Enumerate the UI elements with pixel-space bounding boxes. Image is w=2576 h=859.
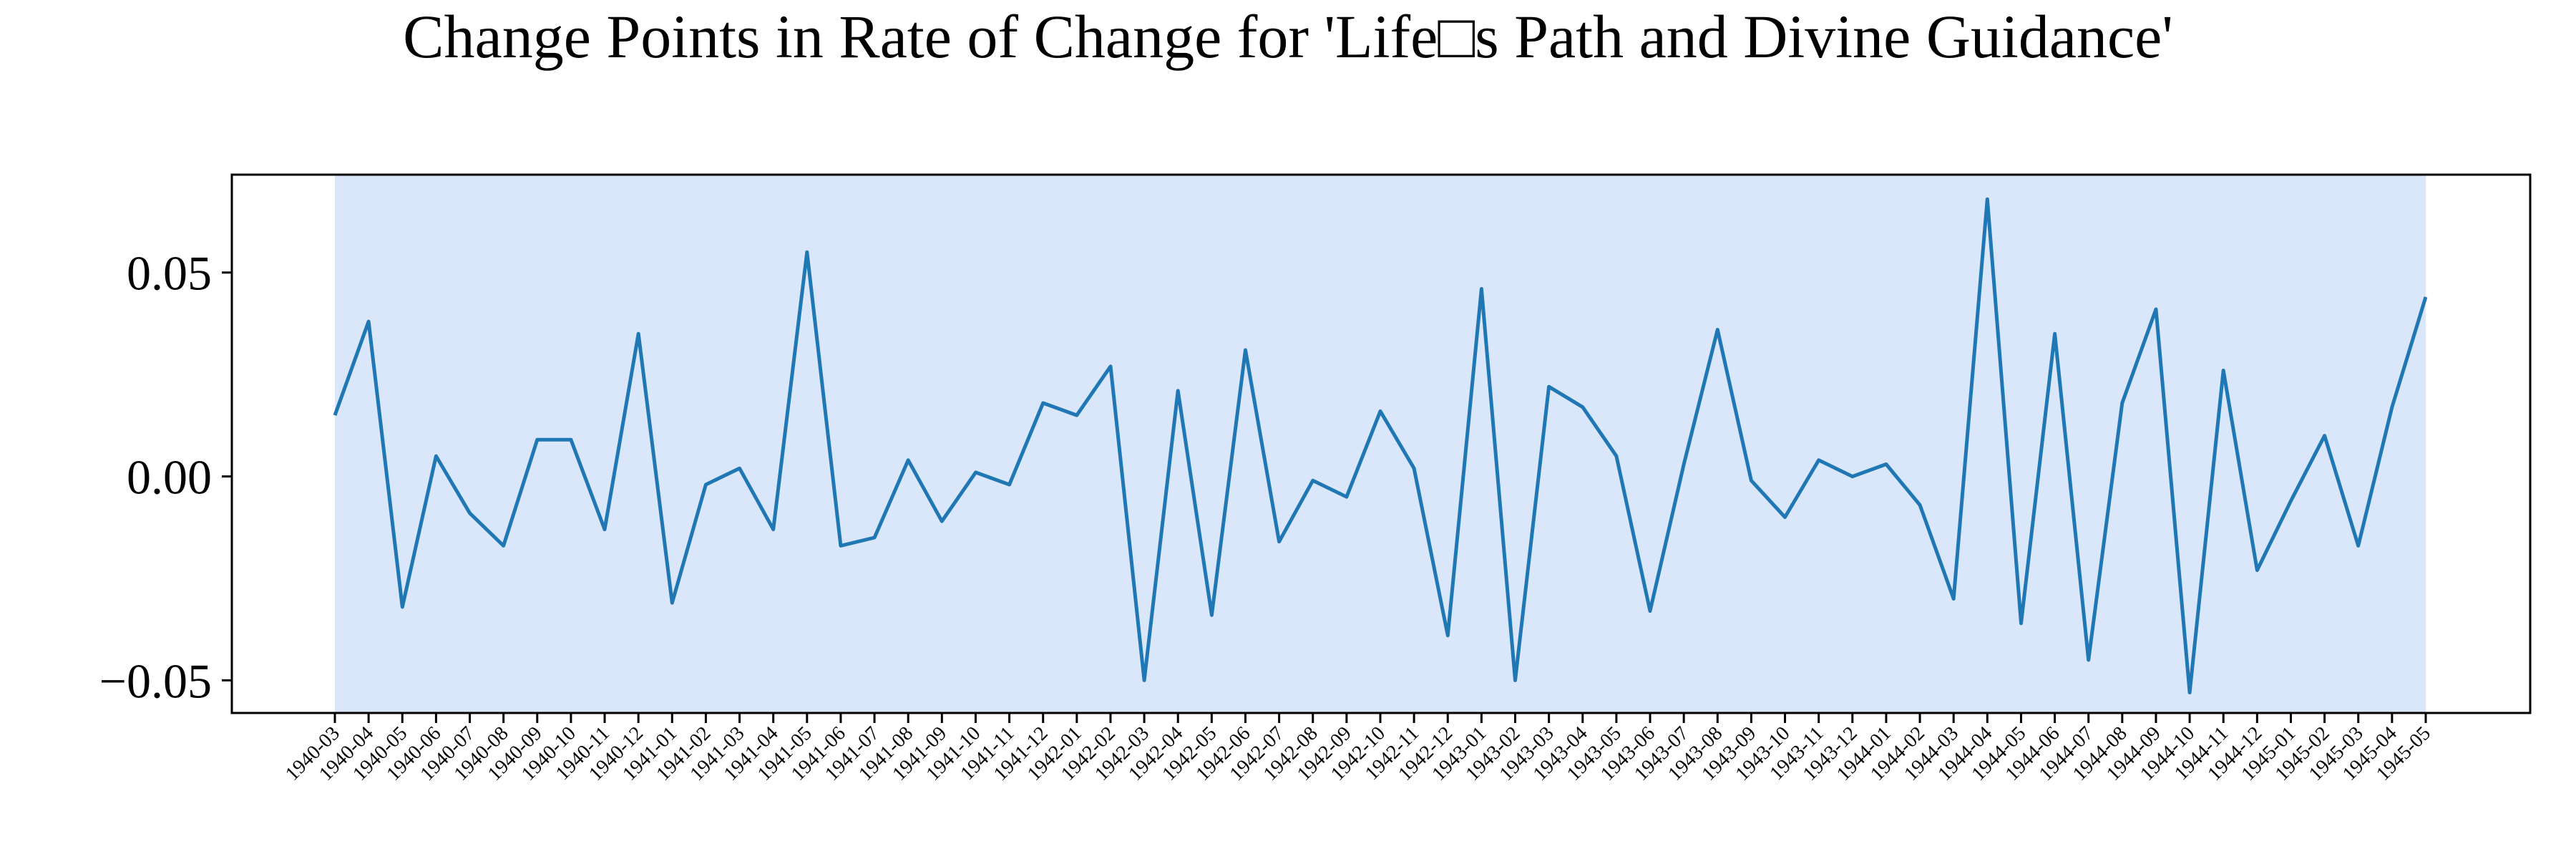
x-axis: 1940-031940-041940-051940-061940-071940-… (281, 713, 2435, 785)
shaded-change-region (335, 175, 2426, 713)
plot-frame (230, 173, 2532, 714)
y-tick-label: 0.05 (127, 246, 212, 301)
y-tick-label: 0.00 (127, 450, 212, 505)
y-axis: −0.05 0.00 0.05 (99, 246, 232, 708)
chart-title: Change Points in Rate of Change for 'Lif… (403, 2, 2173, 71)
series-line (333, 197, 2428, 694)
y-tick-label: −0.05 (99, 654, 212, 708)
